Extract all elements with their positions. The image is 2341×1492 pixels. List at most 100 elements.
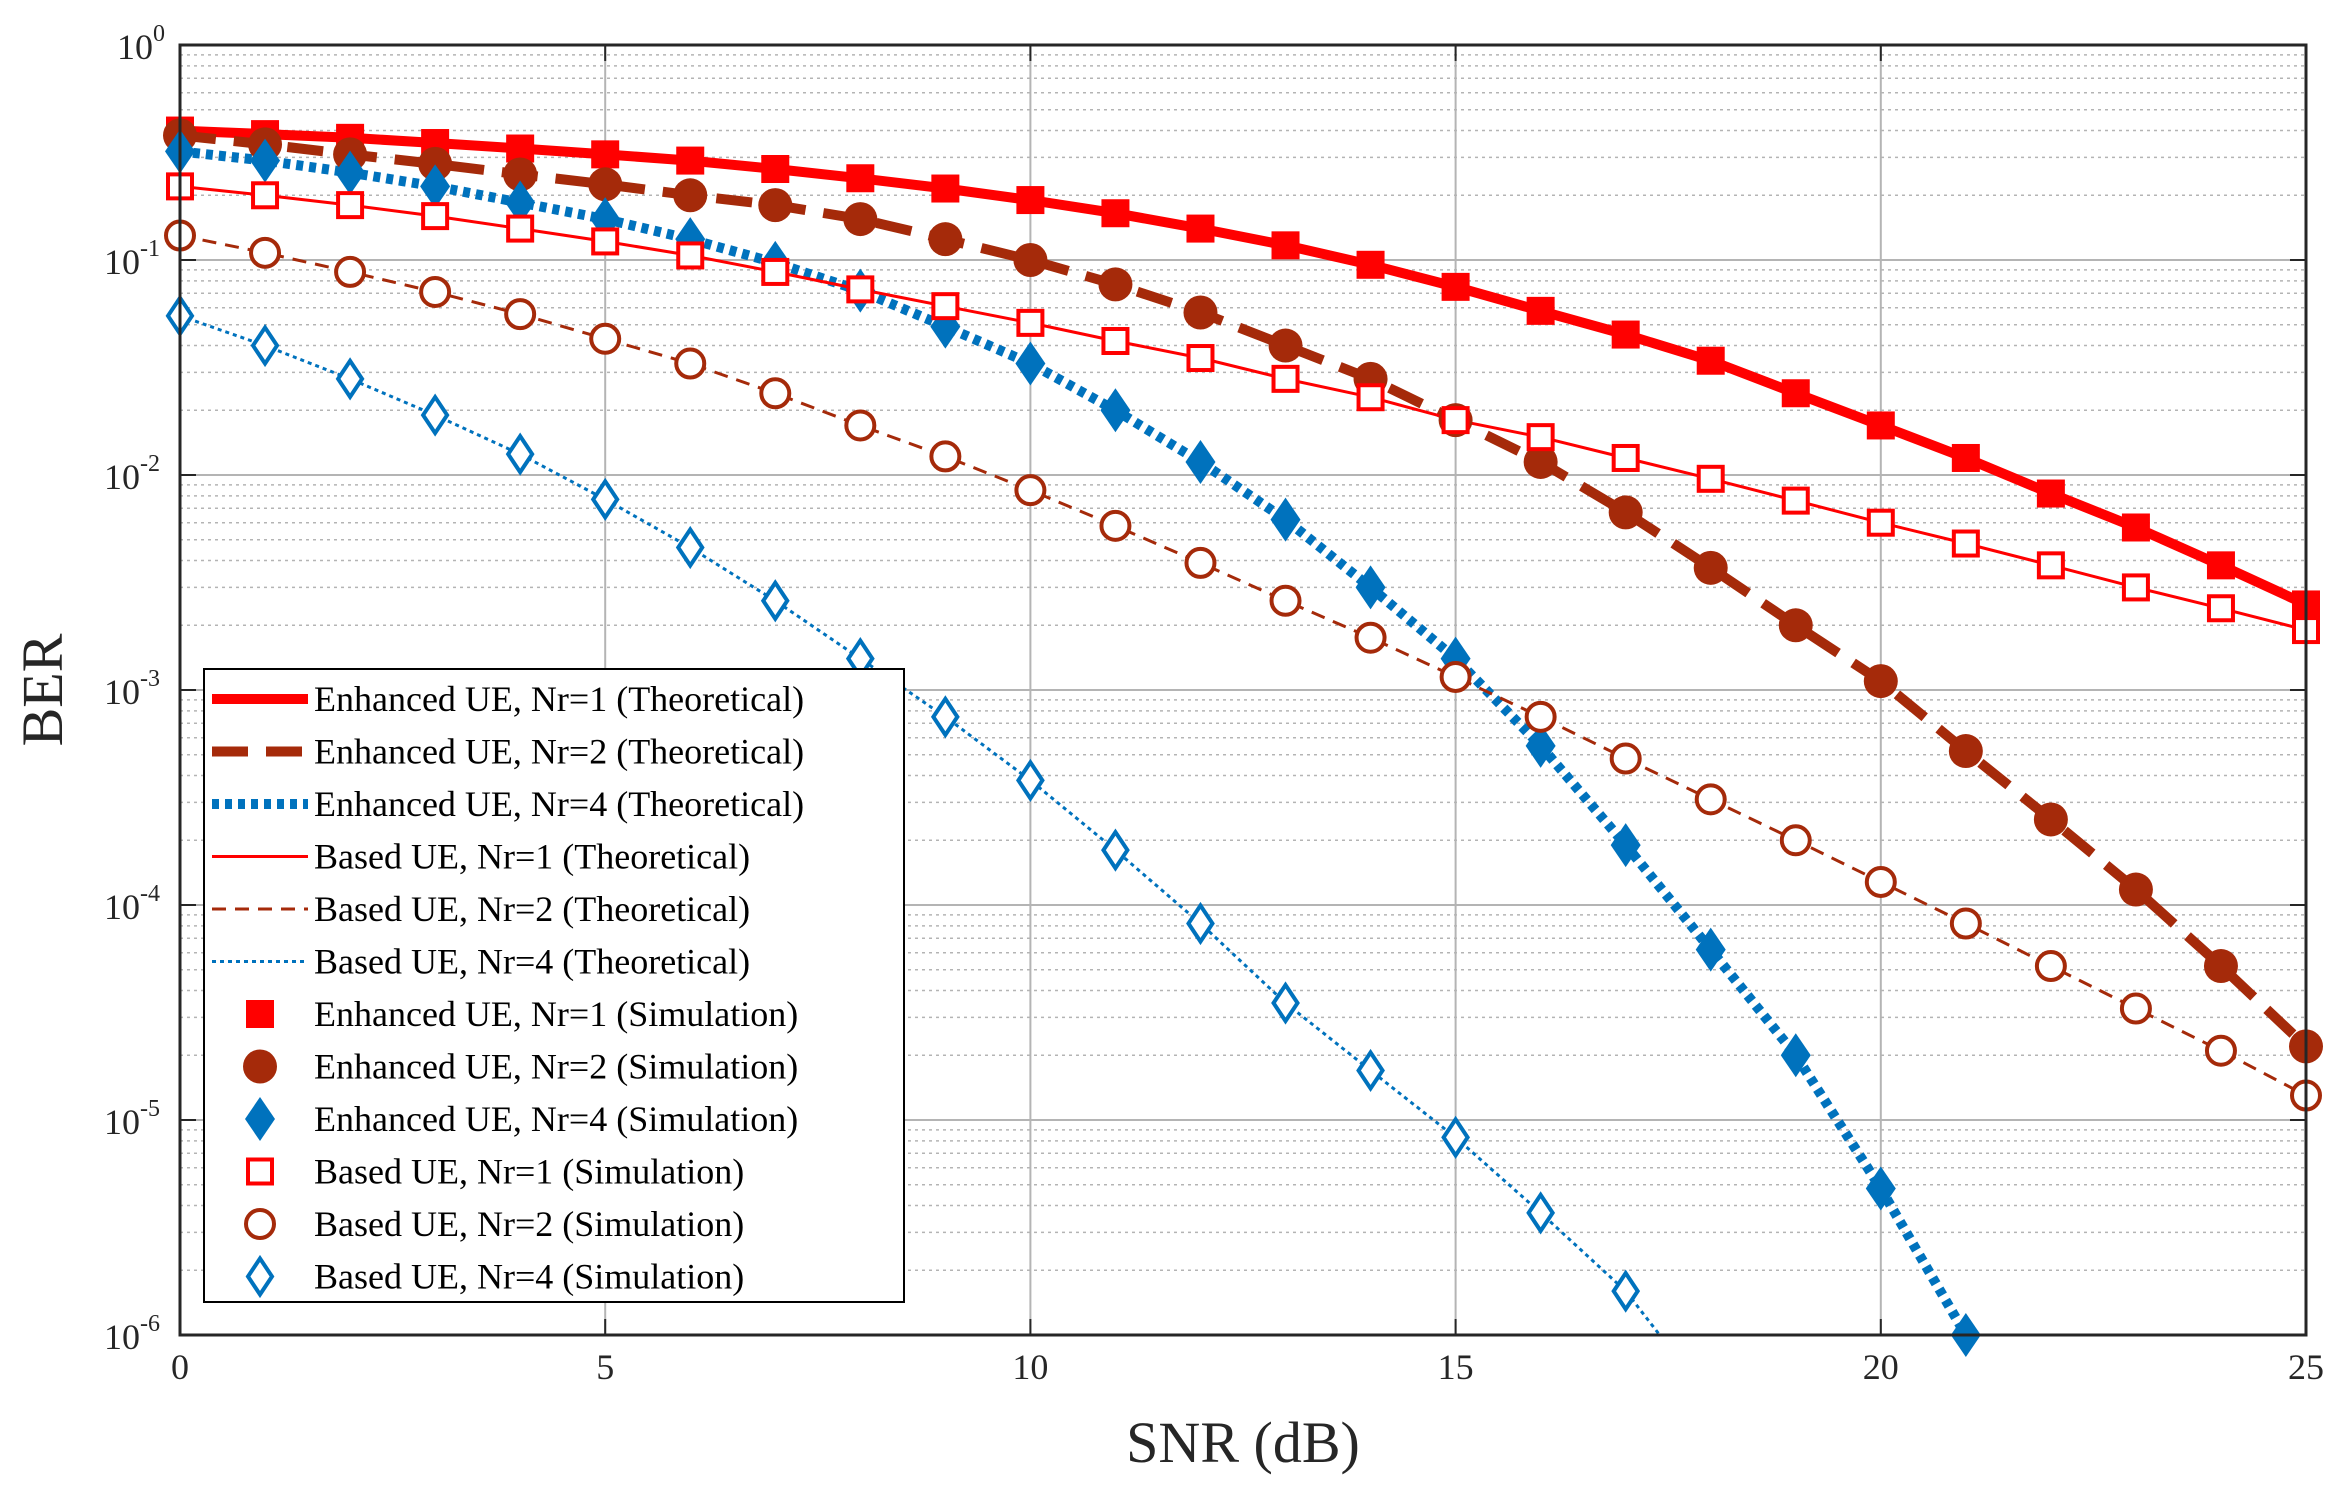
legend-item: Based UE, Nr=4 (Theoretical): [212, 942, 750, 982]
data-point: [1866, 411, 1895, 440]
data-point: [418, 146, 453, 181]
data-point: [2033, 802, 2068, 837]
data-point: [1779, 824, 1812, 857]
data-point: [1101, 199, 1130, 228]
data-point: [2204, 1034, 2237, 1067]
data-point: [420, 164, 451, 209]
y-axis-label: BER: [10, 633, 75, 746]
data-point: [1183, 295, 1218, 330]
data-point: [759, 377, 792, 410]
legend-swatch-marker: [245, 1254, 275, 1299]
data-point: [675, 525, 705, 570]
data-point: [421, 202, 450, 231]
legend-swatch-marker: [245, 1097, 275, 1141]
data-point: [1098, 267, 1133, 302]
legend-label: Based UE, Nr=1 (Theoretical): [314, 837, 750, 877]
x-tick-label: 15: [1438, 1347, 1474, 1387]
data-point: [1526, 1191, 1556, 1235]
data-point: [1441, 272, 1470, 301]
data-point: [334, 255, 367, 288]
legend-label: Enhanced UE, Nr=1 (Simulation): [314, 994, 798, 1034]
data-point: [1951, 443, 1980, 472]
data-point: [1016, 308, 1045, 337]
data-point: [1951, 529, 1980, 558]
data-point: [1695, 927, 1726, 972]
data-point: [2121, 513, 2150, 542]
y-tick-label: 10 -6: [104, 1311, 160, 1357]
data-point: [1271, 231, 1300, 260]
legend-label: Based UE, Nr=2 (Theoretical): [314, 889, 750, 929]
data-point: [2118, 872, 2153, 907]
data-point: [1866, 508, 1895, 537]
legend-item: Based UE, Nr=1 (Simulation): [246, 1152, 744, 1192]
data-point: [1611, 1269, 1641, 1313]
data-point: [1016, 186, 1045, 215]
data-point: [1354, 621, 1387, 654]
y-tick-exponent: -6: [140, 1311, 160, 1337]
data-point: [1781, 486, 1810, 515]
y-tick-exponent: -2: [140, 451, 160, 477]
data-point: [1609, 742, 1642, 775]
data-point: [1356, 383, 1385, 412]
data-point: [1184, 546, 1217, 579]
data-point: [1863, 664, 1898, 699]
data-point: [249, 236, 282, 269]
y-tick-base: 10: [104, 1317, 140, 1357]
data-point: [1525, 723, 1556, 768]
data-point: [2036, 479, 2065, 508]
data-point: [846, 275, 875, 304]
data-point: [1271, 981, 1300, 1025]
data-point: [2206, 594, 2235, 623]
data-point: [1694, 783, 1727, 816]
data-point: [251, 181, 280, 210]
y-tick-exponent: 0: [153, 21, 165, 47]
data-point: [846, 164, 875, 193]
data-point: [1778, 608, 1813, 643]
data-point: [929, 440, 962, 473]
data-point: [1271, 364, 1300, 393]
y-tick-base: 10: [104, 242, 140, 282]
legend-swatch-marker: [246, 1000, 274, 1028]
data-point: [1441, 1115, 1471, 1160]
data-point: [1270, 497, 1301, 542]
data-point: [1524, 700, 1557, 733]
data-point: [761, 155, 790, 184]
data-point: [1610, 823, 1641, 868]
data-point: [1611, 320, 1640, 349]
data-point: [1015, 758, 1045, 802]
data-point: [2203, 949, 2238, 984]
data-point: [1611, 443, 1640, 472]
legend-label: Enhanced UE, Nr=4 (Simulation): [314, 1099, 798, 1139]
data-point: [843, 202, 878, 237]
legend-label: Based UE, Nr=2 (Simulation): [314, 1204, 744, 1244]
data-point: [335, 357, 365, 401]
x-tick-label: 20: [1863, 1347, 1899, 1387]
legend: Enhanced UE, Nr=1 (Theoretical) Enhanced …: [203, 668, 905, 1303]
legend-label: Based UE, Nr=1 (Simulation): [314, 1152, 744, 1192]
data-point: [761, 257, 790, 286]
data-point: [674, 347, 707, 380]
legend-item: Enhanced UE, Nr=2 (Simulation): [243, 1047, 798, 1087]
data-point: [1864, 865, 1897, 898]
data-point: [336, 191, 365, 220]
x-tick-label: 10: [1012, 1347, 1048, 1387]
legend-item: Enhanced UE, Nr=4 (Simulation): [245, 1097, 798, 1141]
data-point: [1523, 444, 1558, 479]
legend-label: Enhanced UE, Nr=4 (Theoretical): [314, 784, 804, 824]
data-point: [590, 477, 620, 522]
data-point: [676, 146, 705, 175]
y-tick-label: 10 -3: [104, 666, 160, 712]
data-point: [1186, 214, 1215, 243]
data-point: [1948, 734, 1983, 769]
legend-item: Based UE, Nr=1 (Theoretical): [212, 837, 750, 877]
data-point: [1101, 828, 1130, 872]
data-point: [1014, 474, 1047, 507]
data-point: [760, 579, 790, 623]
legend-label: Based UE, Nr=4 (Simulation): [314, 1257, 744, 1297]
data-point: [420, 393, 450, 437]
data-point: [1185, 439, 1216, 484]
data-point: [931, 174, 960, 203]
data-point: [250, 138, 281, 183]
data-point: [2036, 551, 2065, 580]
